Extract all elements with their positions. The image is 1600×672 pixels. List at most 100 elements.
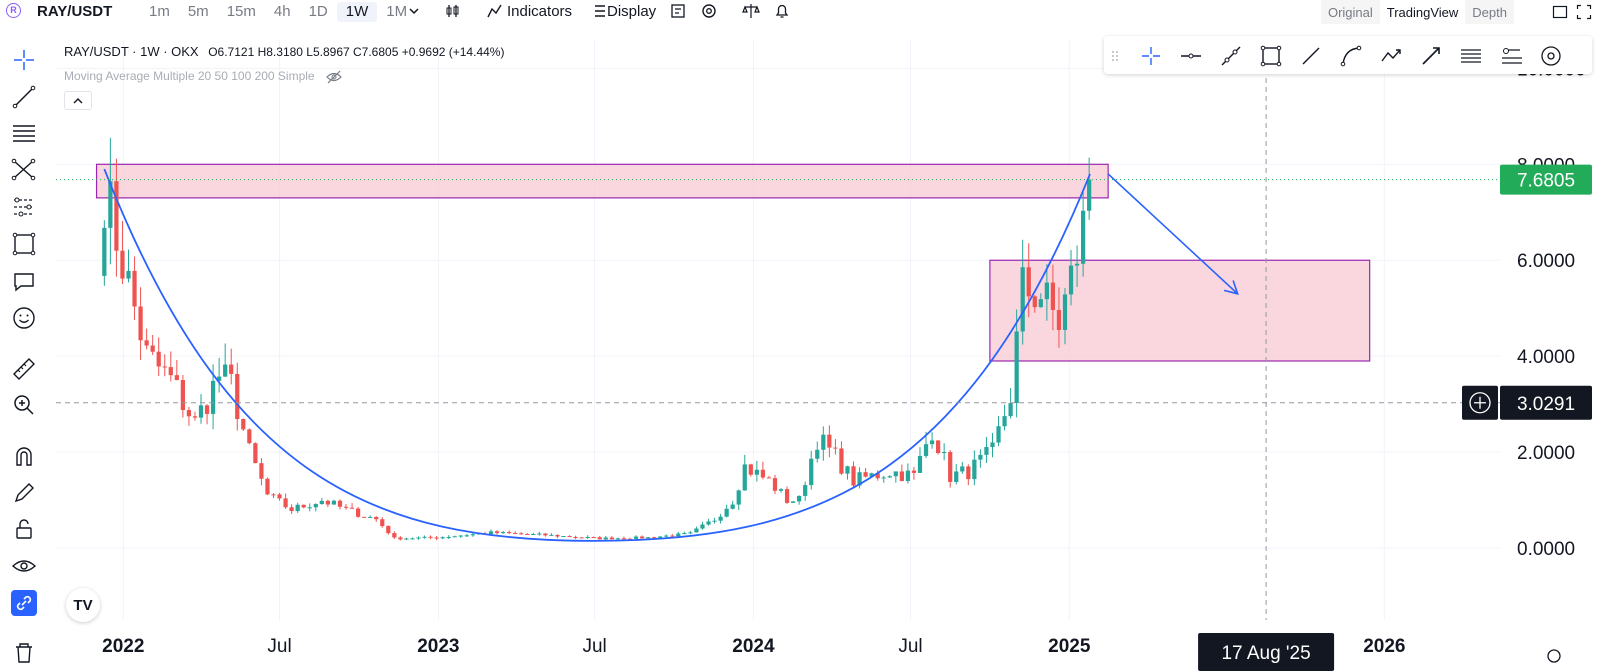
x-axis-tick-label: 2023 [417, 636, 459, 657]
candle-body [694, 528, 699, 533]
eye-icon[interactable] [11, 553, 37, 579]
candle-body [978, 454, 983, 460]
candle-body [1020, 267, 1025, 332]
candle-body [845, 466, 850, 474]
candle-body [1087, 179, 1092, 211]
candles [102, 137, 1092, 541]
drag-handle-icon[interactable] [1110, 45, 1120, 67]
interval-15m[interactable]: 15m [226, 3, 256, 20]
candle-body [422, 536, 427, 538]
path-tool-icon[interactable] [1380, 45, 1402, 67]
candle-body [1038, 299, 1043, 308]
emoji-icon[interactable] [11, 305, 37, 331]
extended-line-icon[interactable] [1220, 45, 1242, 67]
horizontal-ray-icon[interactable] [1180, 45, 1202, 67]
candle-body [827, 434, 832, 448]
tab-original[interactable]: Original [1327, 5, 1373, 20]
candle-body [839, 448, 844, 474]
ruler-icon[interactable] [11, 356, 37, 382]
candle-body [815, 449, 820, 459]
display-icon[interactable] [591, 2, 609, 20]
indicators-icon[interactable] [486, 2, 504, 20]
indicators-button[interactable]: Indicators [507, 3, 573, 20]
pattern-icon[interactable] [11, 157, 37, 183]
candle-body [180, 380, 185, 411]
chevron-down-icon[interactable] [408, 5, 420, 17]
fullscreen-icon[interactable] [1576, 4, 1592, 20]
plus-circle-icon [1469, 392, 1491, 414]
candle-body [537, 533, 542, 535]
text-comment-icon[interactable] [11, 269, 37, 295]
tab-depth[interactable]: Depth [1472, 5, 1507, 20]
pitchfork-icon[interactable] [1500, 45, 1522, 67]
candle-body [730, 504, 735, 509]
crosshair-price-label: 3.0291 [1517, 394, 1575, 415]
candle-body [458, 535, 463, 537]
magnet-icon[interactable] [11, 443, 37, 469]
gear-icon[interactable] [700, 2, 718, 20]
trash-icon[interactable] [11, 640, 37, 666]
candle-body [241, 419, 246, 430]
candle-body [658, 536, 663, 538]
candle-body [404, 538, 409, 540]
alert-bell-icon[interactable] [773, 2, 791, 20]
interval-4h[interactable]: 4h [273, 3, 291, 20]
fib-retracement-icon[interactable] [11, 120, 37, 146]
compare-scale-icon[interactable] [742, 2, 760, 20]
candle-body [851, 466, 856, 486]
candle-body [229, 364, 234, 374]
chart-template-icon[interactable] [669, 2, 687, 20]
forecast-tools-icon[interactable] [11, 194, 37, 220]
interval-1m-month[interactable]: 1M [386, 3, 408, 20]
interval-1m[interactable]: 1m [149, 3, 170, 20]
candle-body [144, 340, 149, 346]
candle-body [670, 535, 675, 537]
interval-5m[interactable]: 5m [187, 3, 209, 20]
candle-type-icon[interactable] [444, 2, 462, 20]
trend-line-icon[interactable] [11, 84, 37, 110]
target-icon[interactable] [1540, 45, 1562, 67]
display-button[interactable]: Display [607, 3, 657, 20]
fib-levels-icon[interactable] [1460, 45, 1482, 67]
candle-body [464, 535, 469, 537]
candle-body [494, 531, 500, 534]
crosshair-icon[interactable] [1140, 45, 1162, 67]
crosshair-date-label: 17 Aug '25 [1221, 643, 1310, 664]
candle-body [1056, 309, 1062, 330]
candle-body [809, 458, 814, 486]
candle-body [162, 366, 167, 368]
indicator-name[interactable]: Moving Average Multiple 20 50 100 200 Si… [64, 69, 315, 83]
rectangle-tool-icon[interactable] [11, 231, 37, 257]
link-icon[interactable] [11, 590, 37, 616]
y-axis-tick-label: 4.0000 [1517, 347, 1575, 368]
crosshair-icon[interactable] [11, 47, 37, 73]
candle-body [911, 470, 917, 473]
candle-body [313, 504, 318, 508]
candle-body [742, 464, 747, 491]
arrow-tool-icon[interactable] [1420, 45, 1442, 67]
rectangle-tool-icon[interactable] [1260, 45, 1282, 67]
candle-body [833, 447, 838, 449]
zoom-in-icon[interactable] [11, 392, 37, 418]
trend-line-icon[interactable] [1300, 45, 1322, 67]
collapse-legend-button[interactable] [64, 91, 92, 110]
candle-body [567, 535, 572, 537]
x-axis-tick-label: Jul [898, 636, 922, 657]
candle-body [114, 181, 119, 251]
candle-body [204, 405, 210, 414]
interval-1w[interactable]: 1W [336, 2, 378, 22]
candle-body [555, 534, 560, 537]
candle-body [887, 476, 892, 478]
interval-1d[interactable]: 1D [308, 3, 328, 20]
eye-hidden-icon[interactable] [326, 70, 342, 84]
layout-window-icon[interactable] [1552, 4, 1568, 20]
symbol-title[interactable]: RAY/USDT [37, 3, 113, 20]
drawing-mode-pencil-icon[interactable] [11, 480, 37, 506]
candle-body [748, 464, 753, 475]
curve-tool-icon[interactable] [1340, 45, 1362, 67]
lock-icon[interactable] [11, 516, 37, 542]
tab-tradingview[interactable]: TradingView [1379, 0, 1466, 24]
candle-body [150, 345, 155, 352]
candle-body [1008, 403, 1013, 417]
